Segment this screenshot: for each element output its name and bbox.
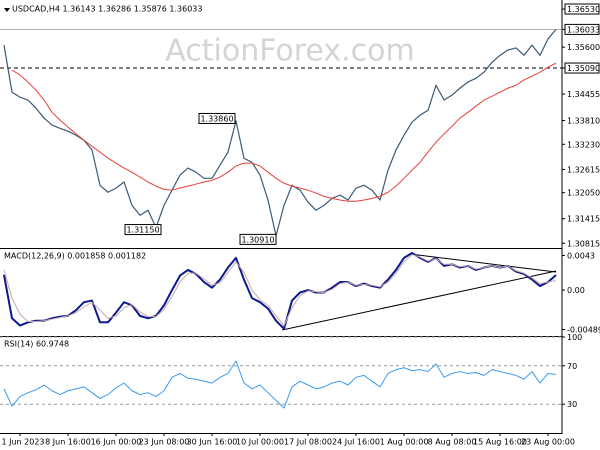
y-tick-label: 1.33810 <box>567 117 600 126</box>
x-tick-label: 17 Jul 08:00 <box>284 438 332 447</box>
x-tick-label: 10 Jul 00:00 <box>236 438 284 447</box>
annotation-box <box>198 112 236 124</box>
y-tick-label: 30 <box>567 400 577 409</box>
x-tick-label: 23 Aug 00:00 <box>521 438 575 447</box>
trendline <box>281 270 557 331</box>
rsi-title: RSI(14) 60.9748 <box>4 340 69 349</box>
y-tick-label: 1.31415 <box>567 215 600 224</box>
series-line <box>3 360 557 409</box>
y-tick-label: 1.35090 <box>567 64 600 73</box>
y-tick-label: 0.00 <box>567 286 585 295</box>
chart-title: USDCAD,H4 1.36143 1.36286 1.35876 1.3603… <box>12 5 202 14</box>
series-line <box>3 29 557 237</box>
x-tick-label: 8 Jun 16:00 <box>45 438 91 447</box>
x-tick-label: 8 Aug 08:00 <box>428 438 477 447</box>
annotation-box <box>124 224 162 236</box>
annotation-label: 1.33860 <box>200 114 233 123</box>
x-tick-label: 23 Jun 08:00 <box>139 438 190 447</box>
title-marker <box>4 8 10 12</box>
tick-box <box>564 23 600 35</box>
y-tick-label: 1.32615 <box>567 166 600 175</box>
y-tick-label: 1.30815 <box>567 239 600 248</box>
y-tick-label: 1.35600 <box>567 43 600 52</box>
y-tick-label: 100 <box>567 333 582 342</box>
y-tick-label: 1.32050 <box>567 189 600 198</box>
tick-box <box>564 3 600 15</box>
x-tick-label: 30 Jun 16:00 <box>187 438 238 447</box>
tick-box <box>564 62 600 74</box>
watermark: ActionForex.com <box>165 34 414 69</box>
trendline <box>409 253 557 273</box>
annotation-box <box>239 233 277 245</box>
y-tick-label: 1.36530 <box>567 5 600 14</box>
y-tick-label: 0.0043 <box>567 251 595 260</box>
x-tick-label: 1 Jun 2023 <box>1 438 44 447</box>
x-tick-label: 1 Aug 00:00 <box>380 438 429 447</box>
x-tick-label: 15 Aug 16:00 <box>473 438 527 447</box>
y-tick-label: -0.004895 <box>567 326 600 335</box>
annotation-label: 1.30910 <box>241 235 274 244</box>
series-line <box>3 254 557 327</box>
x-tick-label: 16 Jun 00:00 <box>91 438 142 447</box>
y-tick-label: 70 <box>567 362 577 371</box>
y-tick-label: 1.34455 <box>567 90 600 99</box>
y-tick-label: 1.33230 <box>567 140 600 149</box>
y-tick-label: 1.36033 <box>567 25 600 34</box>
macd-title: MACD(12,26,9) 0.001858 0.001182 <box>4 252 146 261</box>
annotation-label: 1.31150 <box>126 226 159 235</box>
x-tick-label: 24 Jul 16:00 <box>332 438 380 447</box>
series-line <box>11 62 557 202</box>
